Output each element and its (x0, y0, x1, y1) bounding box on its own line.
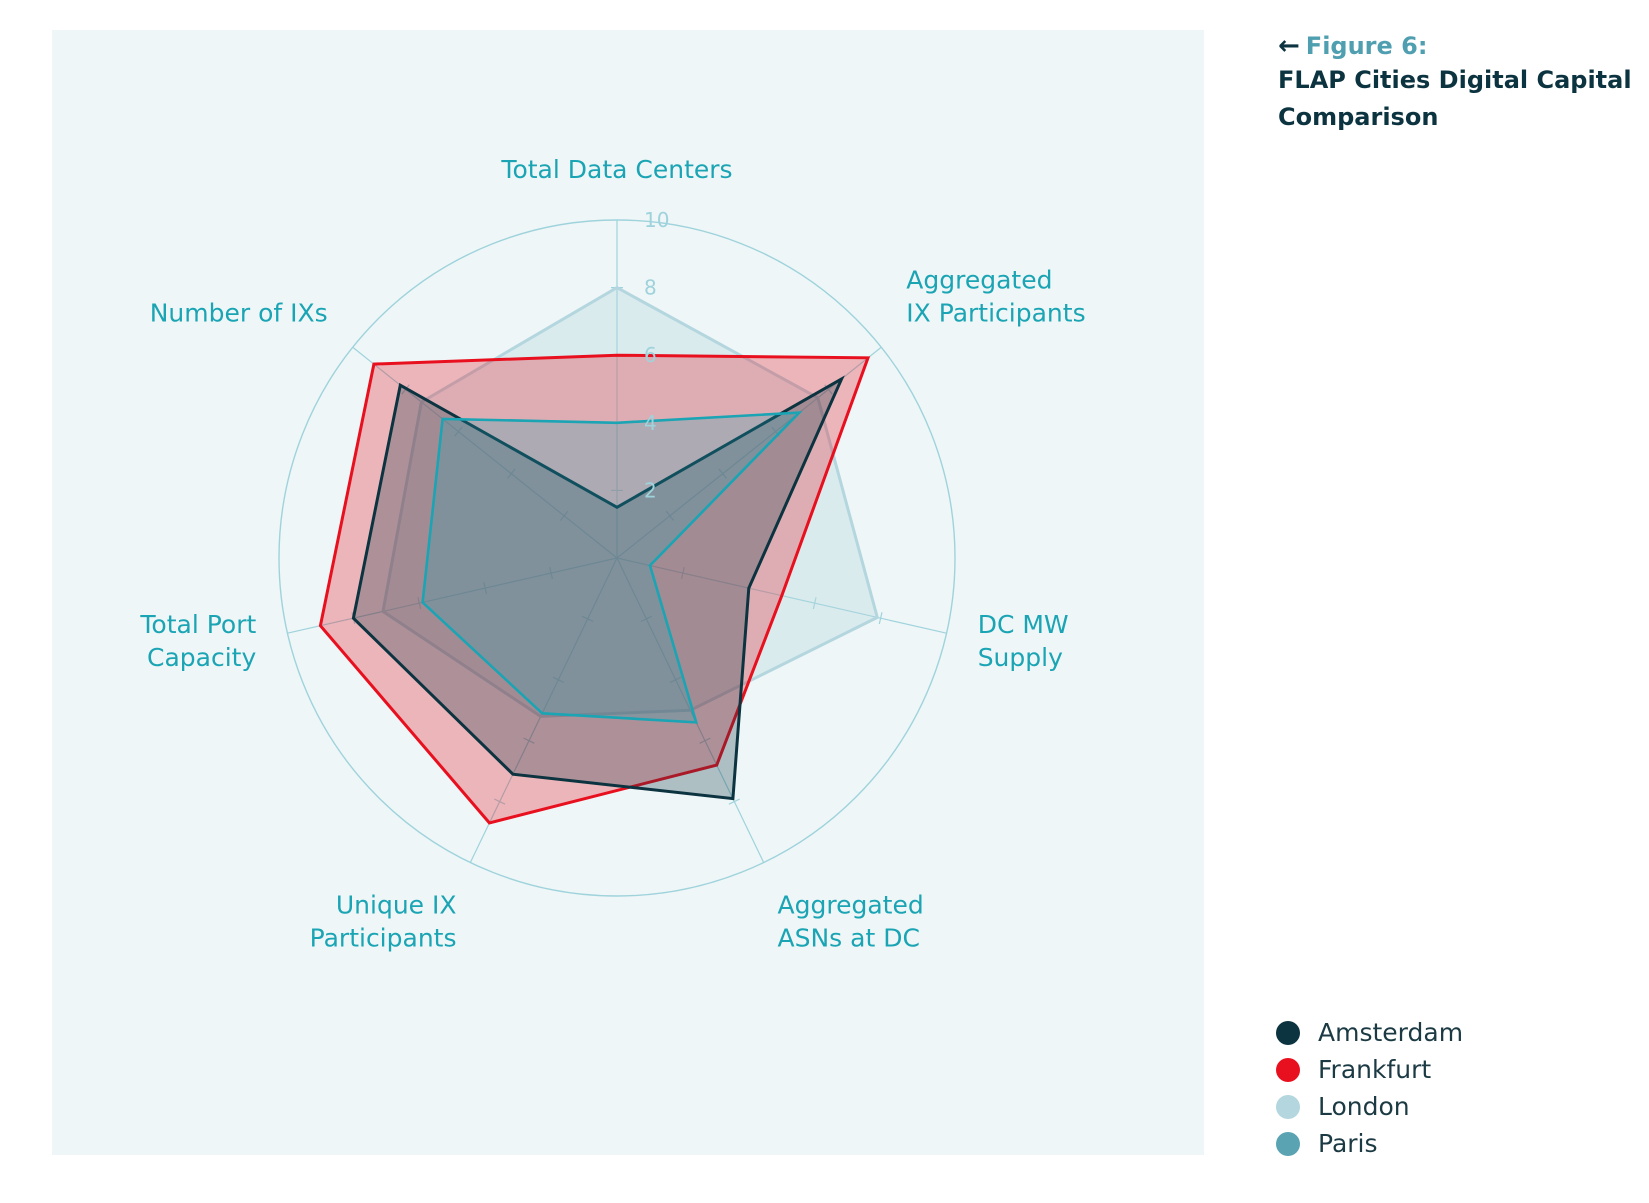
legend-marker (1276, 1094, 1300, 1119)
radar-tick-mark (699, 737, 711, 744)
legend-marker (1276, 1131, 1300, 1156)
figure-title: FLAP Cities Digital Capital Comparison (1278, 66, 1632, 131)
figure-caption: ← Figure 6: FLAP Cities Digital Capital … (1278, 32, 1638, 136)
radar-axis-label: Unique IX (336, 890, 457, 919)
radar-tick-mark (494, 798, 506, 805)
figure-number: ← Figure 6: (1278, 32, 1638, 60)
arrow-left-icon[interactable]: ← (1278, 31, 1300, 61)
radar-series-london (381, 285, 880, 718)
radar-tick-labels: 2 4 6 8 10 (644, 208, 669, 502)
legend-item: Amsterdam (1276, 1014, 1463, 1051)
radar-tick-mark (669, 676, 682, 683)
radar-axis-label: Aggregated (906, 265, 1052, 294)
radar-tick-mark (640, 615, 652, 623)
radar-axis-label: Total Data Centers (500, 155, 732, 184)
radar-tick-label: 6 (644, 343, 657, 367)
radar-tick-mark (549, 567, 554, 580)
radar-tick-label: 4 (644, 411, 657, 435)
legend-label: London (1318, 1092, 1410, 1121)
legend-item: Frankfurt (1276, 1051, 1463, 1088)
radar-tick-mark (417, 597, 422, 610)
radar-series (318, 285, 880, 825)
legend-item: Paris (1276, 1125, 1463, 1162)
radar-axis-label: Total Port (139, 610, 256, 639)
legend-item: London (1276, 1088, 1463, 1125)
radar-tick-mark (812, 597, 817, 610)
radar-tick-label: 10 (644, 208, 669, 232)
legend-label: Amsterdam (1318, 1018, 1464, 1047)
legend-marker (1276, 1020, 1300, 1045)
radar-series-paris (421, 411, 803, 724)
radar-axis-label: Number of IXs (150, 298, 328, 327)
radar-tick-mark (454, 426, 463, 437)
figure-number-label: Figure 6: (1305, 32, 1428, 60)
radar-tick-label: 2 (644, 478, 657, 502)
radar-axis-labels: Total Data Centers Aggregated IX Participa… (139, 155, 1085, 952)
radar-grid (278, 219, 956, 897)
radar-tick-mark (665, 510, 675, 521)
legend-label: Paris (1318, 1129, 1378, 1158)
chart-panel: 2 4 6 8 10 Total Data Centers Aggregated IX Pa… (52, 30, 1204, 1155)
legend-label: Frankfurt (1318, 1055, 1432, 1084)
radar-tick-mark (523, 737, 535, 744)
radar-tick-mark (878, 612, 883, 625)
radar-spoke (352, 346, 618, 559)
radar-tick-mark (728, 798, 740, 805)
radar-axis-label: Aggregated (778, 890, 924, 919)
radar-tick-label: 8 (644, 276, 657, 300)
radar-tick-mark (552, 676, 565, 683)
radar-axis-label: IX Participants (906, 298, 1085, 327)
radar-tick-mark (559, 510, 569, 521)
radar-axis-label: ASNs at DC (778, 923, 920, 952)
radar-tick-mark (582, 615, 594, 623)
radar-spoke (287, 557, 618, 634)
radar-tick-mark (483, 582, 488, 595)
radar-tick-mark (680, 567, 685, 580)
radar-chart: 2 4 6 8 10 Total Data Centers Aggregated IX Pa… (139, 155, 1085, 952)
radar-spoke (469, 557, 618, 863)
radar-tick-mark (718, 468, 727, 479)
radar-axis-label: Capacity (147, 643, 256, 672)
radar-axis-label: DC MW (978, 610, 1069, 639)
radar-axis-label: Participants (310, 923, 457, 952)
legend-marker (1276, 1057, 1300, 1082)
radar-series-frankfurt (318, 353, 871, 825)
chart-legend: Amsterdam Frankfurt London Paris (1276, 1014, 1463, 1162)
radar-axis-label: Supply (978, 643, 1063, 672)
radar-series-amsterdam (351, 375, 845, 801)
radar-tick-mark (507, 468, 516, 479)
